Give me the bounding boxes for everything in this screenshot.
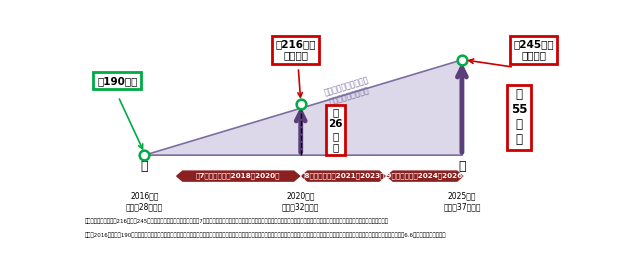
Text: 2016年度
（平成28年度）: 2016年度 （平成28年度） <box>126 192 163 211</box>
Text: 必要となる介護人材数
（介護人材の需要）: 必要となる介護人材数 （介護人材の需要） <box>323 75 372 107</box>
Text: 2020年度
（平成32年度）: 2020年度 （平成32年度） <box>282 192 319 211</box>
Polygon shape <box>301 171 385 181</box>
Text: ～: ～ <box>141 160 148 173</box>
Polygon shape <box>387 171 463 181</box>
Text: 約216万人
（需要）: 約216万人 （需要） <box>275 39 316 61</box>
Polygon shape <box>145 60 462 155</box>
Text: 注２）2016年度の約190万人は、「介護サービス施設・事業所調査」の介護職員数（回収率等による補正後）に、総合事業のうち従前の介護予防訪問介護等に相当するサー: 注２）2016年度の約190万人は、「介護サービス施設・事業所調査」の介護職員数… <box>85 233 447 238</box>
Text: 2025年度
（平成37年度）: 2025年度 （平成37年度） <box>443 192 481 211</box>
Polygon shape <box>177 171 300 181</box>
Text: 約190万人: 約190万人 <box>97 76 138 86</box>
Text: ～: ～ <box>458 160 466 173</box>
Text: 第9期計画期間（2024～2026）: 第9期計画期間（2024～2026） <box>383 173 467 180</box>
Text: 約245万人
（需要）: 約245万人 （需要） <box>513 39 554 61</box>
Text: 約
55
万
人: 約 55 万 人 <box>511 88 527 146</box>
Text: 約
26
万
人: 約 26 万 人 <box>328 108 342 152</box>
Text: 注１）需要見込み（約216万人・245万人）については、市町村により第7期介護保険事業計画に位置付けられたサービス見込み量（総合事業を含む）等に基づく都道府県に: 注１）需要見込み（約216万人・245万人）については、市町村により第7期介護保… <box>85 218 389 224</box>
Text: 第8期計画期間（2021～2023）: 第8期計画期間（2021～2023） <box>301 173 386 180</box>
Text: 第7期計画期間（2018～2020）: 第7期計画期間（2018～2020） <box>196 173 280 180</box>
